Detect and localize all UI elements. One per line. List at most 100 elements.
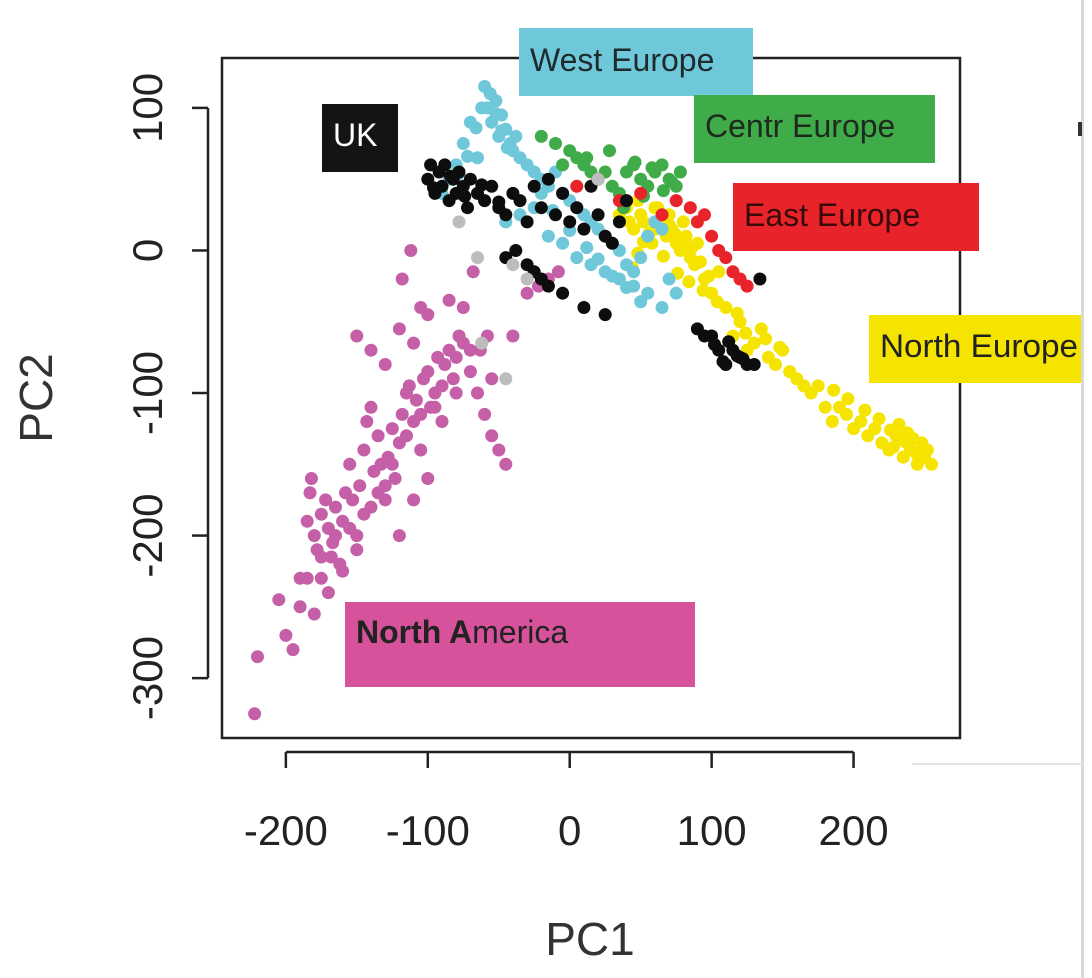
data-point <box>712 265 726 279</box>
data-point <box>669 194 683 208</box>
label-north-america: North America <box>345 602 695 687</box>
data-point <box>710 295 724 309</box>
data-point <box>676 232 690 246</box>
label-north-america-bold: North A <box>356 614 472 650</box>
data-point <box>346 493 360 507</box>
data-point <box>307 529 321 543</box>
data-point <box>458 189 472 203</box>
label-centr-europe-text: Centr Europe <box>705 108 895 144</box>
y-tick-label: 100 <box>124 73 171 143</box>
data-point <box>392 529 406 543</box>
data-point <box>456 137 470 150</box>
data-point <box>920 443 934 457</box>
data-point <box>499 208 513 222</box>
data-point <box>407 336 421 350</box>
edge-horizontal-rule <box>912 763 1082 765</box>
label-north-europe: North Europe <box>869 315 1081 383</box>
data-point <box>371 486 385 500</box>
data-point <box>556 186 570 200</box>
data-point <box>641 286 655 300</box>
data-point <box>321 586 335 600</box>
data-point <box>541 172 555 186</box>
data-point <box>485 429 499 443</box>
data-point <box>402 379 416 393</box>
data-point <box>483 87 497 101</box>
data-point <box>449 350 463 364</box>
data-point <box>577 222 591 236</box>
data-point <box>509 244 523 257</box>
data-point <box>404 244 418 257</box>
data-point <box>747 336 761 350</box>
label-north-america-box <box>345 602 695 687</box>
data-point <box>580 151 594 165</box>
data-point <box>461 201 474 215</box>
data-point <box>343 457 357 471</box>
data-point <box>314 507 328 521</box>
data-point <box>492 443 506 457</box>
x-tick-label: 100 <box>677 807 747 854</box>
data-point <box>620 281 633 294</box>
data-point <box>471 151 484 165</box>
data-point <box>628 155 642 169</box>
data-point <box>438 158 452 172</box>
data-point <box>469 121 483 135</box>
data-point <box>641 229 655 243</box>
data-point <box>827 383 841 397</box>
data-point <box>475 336 489 350</box>
data-point <box>499 457 513 471</box>
y-axis-title: PC2 <box>10 353 62 442</box>
data-point <box>655 208 669 222</box>
data-point <box>307 607 321 621</box>
data-point <box>662 272 676 286</box>
data-point <box>407 493 421 507</box>
x-axis: -200 -100 0 100 200 <box>244 750 889 854</box>
data-point <box>730 306 744 320</box>
data-point <box>520 286 534 300</box>
label-west-europe-text: West Europe <box>530 42 714 78</box>
data-point <box>251 650 264 664</box>
data-point <box>461 149 474 163</box>
data-point <box>424 158 438 172</box>
data-point <box>421 472 435 485</box>
data-point <box>324 550 338 564</box>
data-point <box>534 129 548 143</box>
data-point <box>739 326 753 340</box>
data-point <box>747 358 761 371</box>
data-point <box>509 129 523 143</box>
data-point <box>392 322 406 336</box>
data-point <box>549 137 562 150</box>
y-tick-label: -200 <box>124 494 171 578</box>
data-point <box>682 275 696 289</box>
label-centr-europe-box <box>694 95 935 163</box>
data-point <box>673 165 687 179</box>
data-point <box>357 507 371 521</box>
data-point <box>665 175 679 189</box>
data-point <box>478 194 492 208</box>
x-axis-title: PC1 <box>545 913 634 965</box>
data-point <box>428 400 442 414</box>
label-centr-europe: Centr Europe <box>694 95 935 163</box>
label-north-europe-box <box>869 315 1081 383</box>
data-point <box>556 236 570 250</box>
series-north-america <box>248 244 565 721</box>
data-point <box>645 161 659 175</box>
data-point <box>740 279 754 293</box>
data-point <box>534 201 548 215</box>
data-point <box>541 229 555 243</box>
data-point <box>350 329 364 343</box>
label-uk-text: UK <box>333 117 377 153</box>
data-point <box>769 358 782 371</box>
data-point <box>818 400 832 414</box>
data-point <box>676 215 690 229</box>
data-point <box>591 208 605 222</box>
data-point <box>513 194 527 208</box>
data-point <box>353 479 367 493</box>
data-point <box>329 529 342 543</box>
data-point <box>329 500 342 514</box>
data-point <box>549 208 562 222</box>
data-point <box>286 643 300 657</box>
label-north-america-text: North America <box>356 614 568 650</box>
data-point <box>556 286 570 300</box>
x-tick-label: -200 <box>244 807 328 854</box>
